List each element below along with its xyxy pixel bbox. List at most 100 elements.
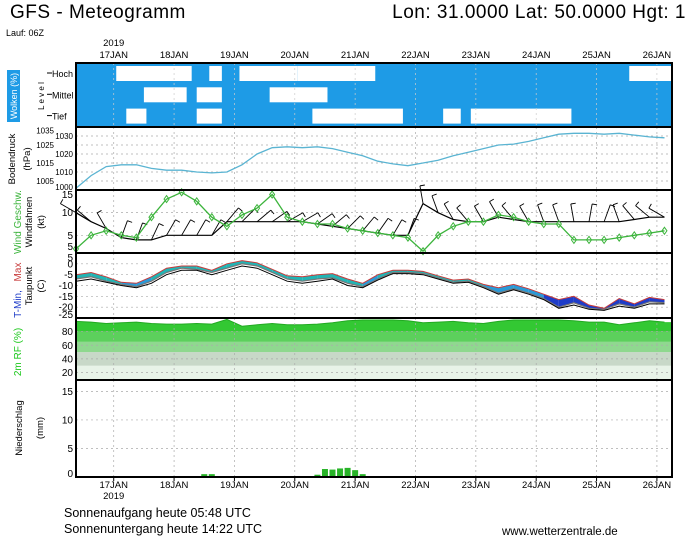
wind-barb bbox=[392, 219, 403, 236]
wind-speed-marker bbox=[103, 226, 110, 236]
temp-range-band bbox=[151, 268, 167, 282]
wind-barb bbox=[151, 223, 160, 241]
tmin-ylabel: T-Min, bbox=[13, 290, 24, 318]
clear-sky-tief bbox=[196, 108, 222, 124]
precip-tick-label: 15 bbox=[62, 387, 74, 398]
wind-barb-flag bbox=[302, 212, 306, 218]
clear-sky-hoch bbox=[116, 66, 192, 81]
pressure-ylabel: Bodendruck bbox=[7, 133, 18, 184]
wind-barb-flag bbox=[401, 219, 407, 223]
temp-range-band bbox=[543, 294, 559, 308]
site-url[interactable]: www.wetterzentrale.de bbox=[502, 526, 618, 538]
temp-tick-label: 5 bbox=[67, 253, 73, 264]
wind-speed-marker bbox=[118, 230, 125, 240]
level-label-mittel: Mittel bbox=[52, 90, 74, 100]
rh-tick-label: 60 bbox=[62, 341, 74, 352]
temp-range-band bbox=[498, 284, 514, 294]
date-label-top: 20JAN bbox=[281, 50, 310, 61]
pressure-frame bbox=[75, 126, 673, 191]
temp-range-band bbox=[513, 284, 529, 294]
wind-barb bbox=[570, 203, 575, 222]
wind-speed-marker bbox=[585, 235, 593, 245]
pressure-unit: (hPa) bbox=[22, 147, 33, 170]
wind-speed-marker bbox=[646, 228, 653, 238]
wind-barb-flag bbox=[552, 202, 558, 206]
wind-barb-flag bbox=[443, 200, 449, 205]
wind-speed-marker bbox=[223, 221, 231, 231]
wind-barb bbox=[287, 212, 304, 223]
cloud-ylabel: Wolken (%) bbox=[9, 73, 19, 119]
temp-range-band bbox=[136, 276, 152, 287]
chart-title: GFS - Meteogramm bbox=[10, 2, 186, 23]
wind-barb-flag bbox=[220, 219, 226, 223]
precip-unit: (mm) bbox=[35, 417, 46, 439]
wind-speed-marker bbox=[525, 217, 532, 227]
wind-barb bbox=[456, 207, 469, 223]
wind-barb bbox=[588, 203, 593, 222]
temp-range-band bbox=[332, 273, 348, 284]
wind-speed-marker bbox=[299, 217, 306, 227]
precip-bar bbox=[314, 474, 321, 477]
clear-sky-mittel bbox=[143, 87, 187, 103]
wind-barb-flag bbox=[413, 217, 419, 221]
precip-bar bbox=[329, 469, 336, 477]
sunrise-text: Sonnenaufgang heute 05:48 UTC bbox=[64, 506, 251, 520]
rh-band bbox=[76, 365, 672, 380]
sunset-text: Sonnenuntergang heute 14:22 UTC bbox=[64, 522, 263, 536]
wind-speed-marker bbox=[359, 226, 366, 236]
wind-barb bbox=[489, 201, 499, 218]
temp-range-band bbox=[242, 260, 258, 266]
date-label-top: 21JAN bbox=[341, 50, 370, 61]
wind-barb-flag bbox=[610, 204, 616, 207]
precip-bar bbox=[208, 474, 215, 477]
tmax-ylabel: Max bbox=[13, 263, 24, 282]
rh-tick-label: 80 bbox=[62, 327, 74, 338]
wind-barb-flag bbox=[286, 211, 291, 216]
wind-barb-flag bbox=[345, 214, 350, 219]
wind-barb bbox=[552, 204, 560, 222]
wind-tick-label: 15 bbox=[62, 190, 74, 201]
wind-barb bbox=[166, 219, 176, 236]
pressure-tick-label: 1010 bbox=[55, 168, 73, 177]
wind-speed-marker bbox=[163, 194, 170, 204]
pressure-tick-label: 1030 bbox=[55, 132, 73, 141]
temp-range-band bbox=[573, 296, 589, 309]
wind-barb-flag bbox=[373, 216, 379, 221]
level-label-hoch: Hoch bbox=[52, 69, 73, 79]
wind-barb-flag bbox=[648, 203, 652, 209]
wind-speed-marker bbox=[87, 230, 95, 240]
model-run: Lauf: 06Z bbox=[6, 28, 45, 38]
wind-speed-marker bbox=[465, 217, 472, 227]
wind-barb-flag bbox=[96, 210, 102, 214]
wind-speed-marker bbox=[284, 212, 291, 222]
date-label-bottom: 20JAN bbox=[281, 480, 310, 491]
wind-barb bbox=[362, 216, 375, 232]
wind-barb-flag bbox=[158, 223, 164, 227]
year-label-top: 2019 bbox=[103, 38, 124, 49]
temp-tick-label: -5 bbox=[64, 270, 73, 281]
pressure-tick-label: 1015 bbox=[36, 159, 54, 168]
precip-bar bbox=[352, 470, 359, 477]
wind-speed-marker bbox=[450, 221, 457, 231]
date-label-bottom: 26JAN bbox=[643, 480, 672, 491]
clear-sky-hoch bbox=[239, 66, 298, 81]
wind-barb-flag bbox=[270, 209, 275, 215]
wind-speed-marker bbox=[389, 230, 396, 240]
dewpoint-ylabel: Taupunkt bbox=[24, 266, 35, 305]
wind-barb bbox=[635, 205, 650, 218]
tmax-line bbox=[75, 260, 665, 309]
wind-barb bbox=[474, 205, 484, 222]
level-ylabel: L e v e l bbox=[37, 82, 46, 110]
wind-speed-marker bbox=[404, 233, 412, 242]
clear-sky-hoch bbox=[209, 66, 222, 81]
date-label-top: 24JAN bbox=[522, 50, 551, 61]
wind-speed-marker bbox=[480, 217, 487, 227]
pressure-tick-label: 1020 bbox=[55, 150, 73, 159]
temp-range-band bbox=[634, 297, 650, 308]
precip-ylabel: Niederschlag bbox=[14, 400, 25, 455]
date-label-top: 22JAN bbox=[401, 50, 430, 61]
precip-frame bbox=[75, 379, 673, 478]
date-label-bottom: 19JAN bbox=[220, 480, 249, 491]
barb-ylabel: Windfahnen bbox=[24, 197, 35, 248]
wind-barb bbox=[407, 218, 415, 236]
